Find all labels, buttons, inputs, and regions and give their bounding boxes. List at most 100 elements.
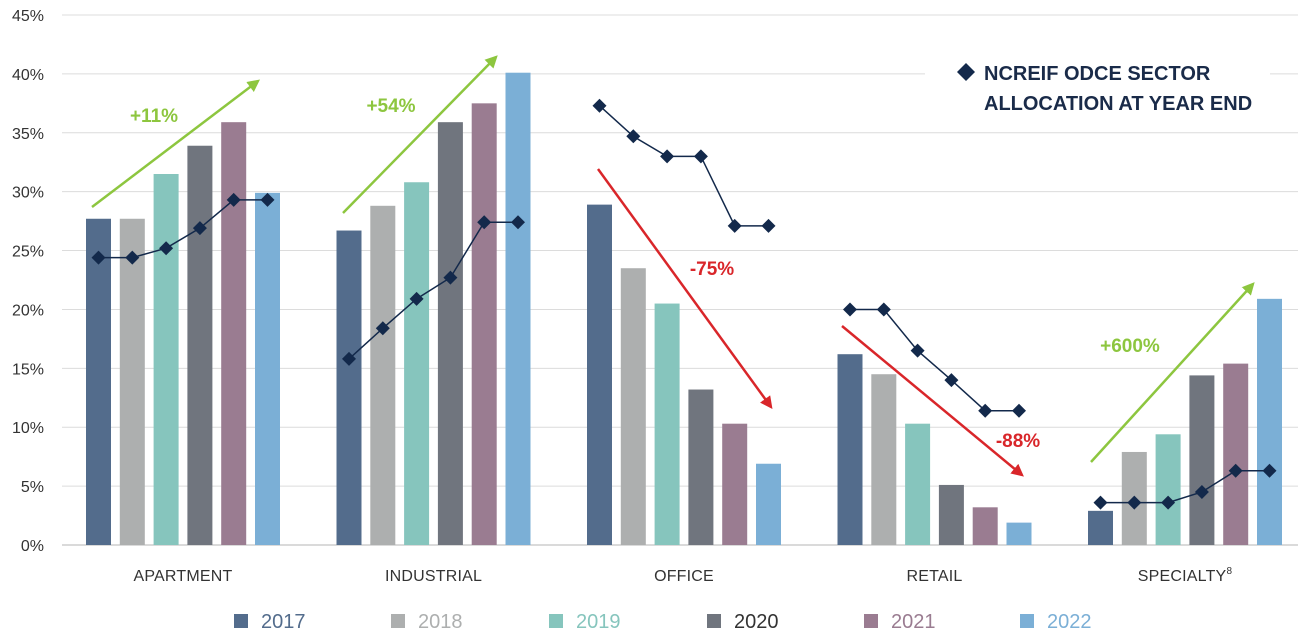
legend-swatch-2017 xyxy=(234,614,248,628)
odce-marker xyxy=(1161,495,1176,510)
odce-marker xyxy=(192,221,207,236)
odce-marker xyxy=(843,302,857,317)
category-label: RETAIL xyxy=(906,568,962,585)
trend-label-retail: -88% xyxy=(996,431,1040,452)
odce-marker xyxy=(944,373,959,388)
y-tick-label: 5% xyxy=(21,479,44,496)
legend-label-2019: 2019 xyxy=(576,611,621,633)
odce-marker xyxy=(91,250,106,265)
bar-office-2018 xyxy=(620,268,646,545)
odce-marker xyxy=(375,321,390,336)
line-legend-label: ALLOCATION AT YEAR END xyxy=(984,93,1252,115)
odce-marker xyxy=(125,250,140,265)
legend-label-2018: 2018 xyxy=(418,611,463,633)
y-tick-label: 0% xyxy=(21,538,44,555)
bar-industrial-2019 xyxy=(404,182,430,545)
line-legend-diamond xyxy=(957,63,975,81)
category-label: OFFICE xyxy=(654,568,714,585)
bar-apartment-2017 xyxy=(86,218,111,545)
bar-apartment-2020 xyxy=(187,145,213,545)
odce-marker xyxy=(226,192,241,207)
bar-specialty-2021 xyxy=(1223,363,1249,545)
bar-apartment-2018 xyxy=(119,218,145,545)
odce-marker xyxy=(761,218,776,233)
category-label: INDUSTRIAL xyxy=(385,568,482,585)
legend-swatch-2019 xyxy=(549,614,563,628)
bar-retail-2022 xyxy=(1006,522,1032,545)
trend-arrow-office xyxy=(596,168,773,410)
category-superscript: 8 xyxy=(1226,566,1232,577)
bar-industrial-2021 xyxy=(471,103,497,545)
bar-specialty-2017 xyxy=(1088,510,1113,545)
bar-industrial-2018 xyxy=(370,205,396,546)
bar-retail-2018 xyxy=(871,374,897,545)
legend-swatch-2020 xyxy=(707,614,721,628)
odce-marker xyxy=(727,218,742,233)
odce-marker xyxy=(1262,463,1277,478)
odce-marker xyxy=(342,351,356,366)
bar-specialty-2019 xyxy=(1155,434,1181,545)
y-tick-label: 20% xyxy=(12,302,44,319)
bar-apartment-2019 xyxy=(153,174,179,545)
odce-marker xyxy=(260,192,275,207)
odce-marker xyxy=(693,149,708,164)
bar-industrial-2020 xyxy=(437,122,463,545)
category-label: APARTMENT xyxy=(134,568,233,585)
odce-marker xyxy=(159,241,174,256)
y-tick-label: 35% xyxy=(12,126,44,143)
legend-label-2021: 2021 xyxy=(891,611,936,633)
bar-retail-2021 xyxy=(972,507,998,545)
category-label: SPECIALTY8 xyxy=(1138,566,1233,585)
legend-label-2017: 2017 xyxy=(261,611,306,633)
trend-label-specialty: +600% xyxy=(1100,336,1160,357)
trend-arrow-industrial xyxy=(342,55,498,214)
legend-swatch-2021 xyxy=(864,614,878,628)
odce-marker xyxy=(1093,495,1108,510)
y-tick-label: 40% xyxy=(12,67,44,84)
trend-arrow-apartment xyxy=(91,79,260,208)
bar-office-2022 xyxy=(756,463,781,545)
trend-label-office: -75% xyxy=(690,259,734,280)
odce-marker xyxy=(1127,495,1142,510)
odce-marker xyxy=(978,403,993,418)
odce-marker xyxy=(876,302,891,317)
bar-retail-2019 xyxy=(905,423,931,545)
bar-apartment-2021 xyxy=(221,122,247,545)
odce-marker xyxy=(511,215,525,230)
trend-arrow-retail xyxy=(841,325,1024,477)
odce-marker xyxy=(1228,463,1243,478)
y-tick-label: 45% xyxy=(12,8,44,25)
bar-retail-2017 xyxy=(837,354,863,545)
odce-marker xyxy=(409,291,424,306)
odce-marker xyxy=(477,215,492,230)
y-tick-label: 10% xyxy=(12,420,44,437)
odce-marker xyxy=(1012,403,1026,418)
legend-swatch-2018 xyxy=(391,614,405,628)
y-tick-label: 25% xyxy=(12,244,44,261)
legend-label-2020: 2020 xyxy=(734,611,779,633)
odce-marker xyxy=(1194,485,1209,499)
bar-retail-2020 xyxy=(938,484,964,545)
trend-label-apartment: +11% xyxy=(130,106,178,127)
bar-office-2019 xyxy=(654,303,680,545)
legend-label-2022: 2022 xyxy=(1047,611,1092,633)
bar-office-2017 xyxy=(587,204,612,545)
bar-office-2021 xyxy=(722,423,748,545)
trend-label-industrial: +54% xyxy=(366,96,415,117)
y-tick-label: 30% xyxy=(12,185,44,202)
bar-specialty-2020 xyxy=(1189,375,1215,545)
odce-marker xyxy=(443,270,458,285)
legend-swatch-2022 xyxy=(1020,614,1034,628)
bar-specialty-2022 xyxy=(1257,298,1282,545)
bar-industrial-2022 xyxy=(505,72,531,545)
bar-office-2020 xyxy=(688,389,714,545)
bar-industrial-2017 xyxy=(336,230,362,546)
odce-marker xyxy=(592,98,607,113)
bar-apartment-2022 xyxy=(255,192,280,545)
odce-marker xyxy=(910,343,925,358)
odce-marker xyxy=(660,149,675,164)
y-tick-label: 15% xyxy=(12,361,44,378)
line-legend-box xyxy=(925,52,1270,130)
odce-marker xyxy=(626,129,641,144)
